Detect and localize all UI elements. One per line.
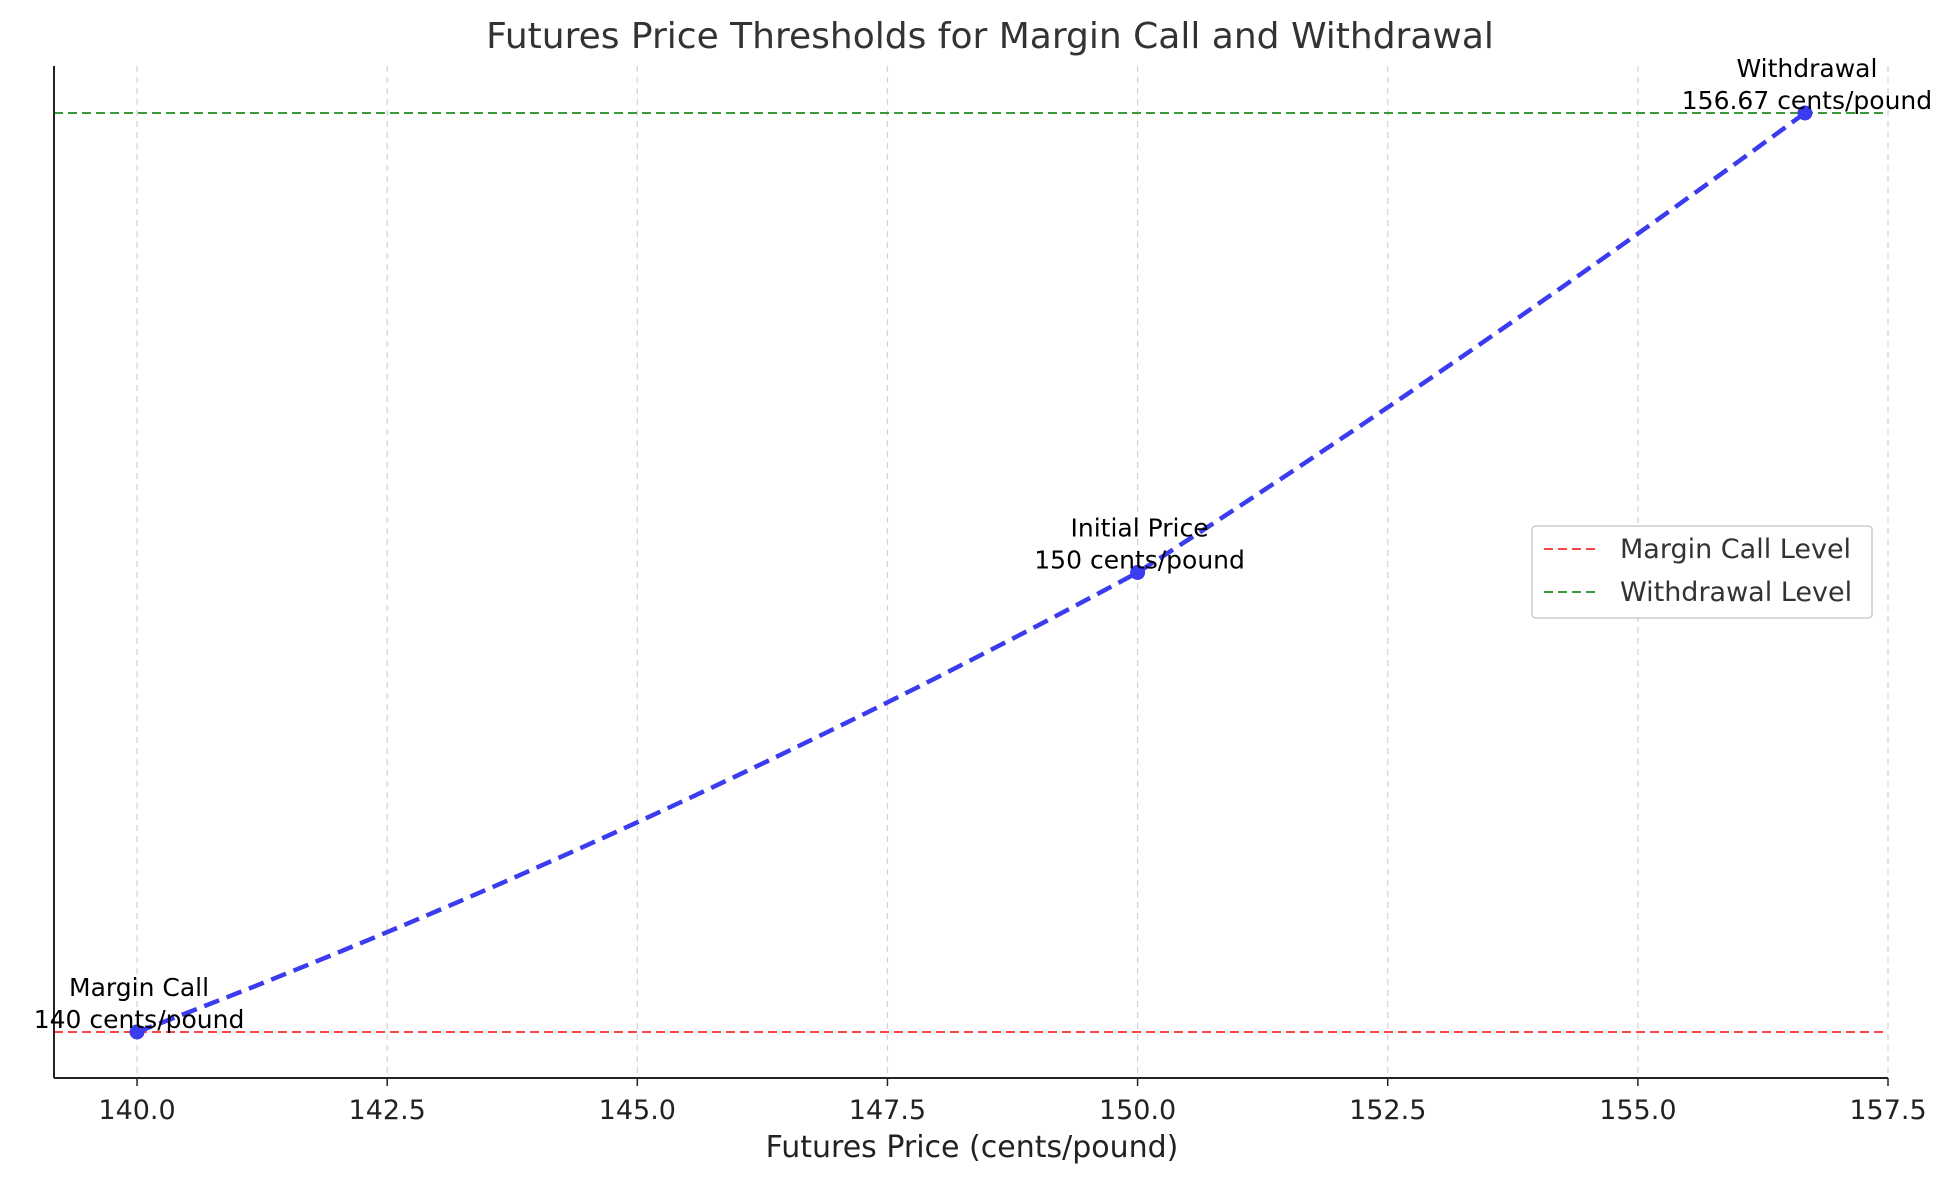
x-ticks: 140.0 142.5 145.0 147.5 150.0 152.5 155.0 157.5: [98, 1078, 1927, 1126]
annotation-value: 140 cents/pound: [34, 1005, 245, 1034]
x-tick-label: 155.0: [1599, 1095, 1676, 1126]
legend-entry: Margin Call Level: [1620, 534, 1851, 565]
legend-entry: Withdrawal Level: [1620, 577, 1852, 608]
data-point: [129, 1024, 145, 1040]
reference-lines: [54, 112, 1888, 1033]
x-axis-label: Futures Price (cents/pound): [766, 1130, 1179, 1165]
legend: Margin Call Level Withdrawal Level: [1531, 525, 1873, 619]
series-layer: [129, 105, 1813, 1040]
annotation-label: Withdrawal: [1736, 54, 1877, 83]
x-tick-label: 140.0: [98, 1095, 175, 1126]
x-tick-label: 145.0: [599, 1095, 676, 1126]
legend-box: [1531, 525, 1873, 619]
x-tick-label: 150.0: [1099, 1095, 1176, 1126]
annotation-value: 150 cents/pound: [1034, 546, 1245, 575]
annotation-label: Margin Call: [69, 973, 209, 1002]
annotations: Margin Call 140 cents/pound Initial Price 1…: [34, 54, 1932, 1034]
chart-title: Futures Price Thresholds for Margin Call…: [486, 16, 1494, 57]
data-point: [1130, 565, 1146, 580]
x-tick-label: 157.5: [1849, 1095, 1926, 1126]
series-line: [136, 111, 1807, 1035]
x-tick-label: 152.5: [1349, 1095, 1426, 1126]
annotation-value: 156.67 cents/pound: [1682, 86, 1932, 115]
annotation-label: Initial Price: [1071, 514, 1209, 543]
axes: [53, 66, 1888, 1079]
x-tick-label: 142.5: [349, 1095, 426, 1126]
data-point: [1797, 105, 1813, 121]
x-tick-label: 147.5: [849, 1095, 926, 1126]
